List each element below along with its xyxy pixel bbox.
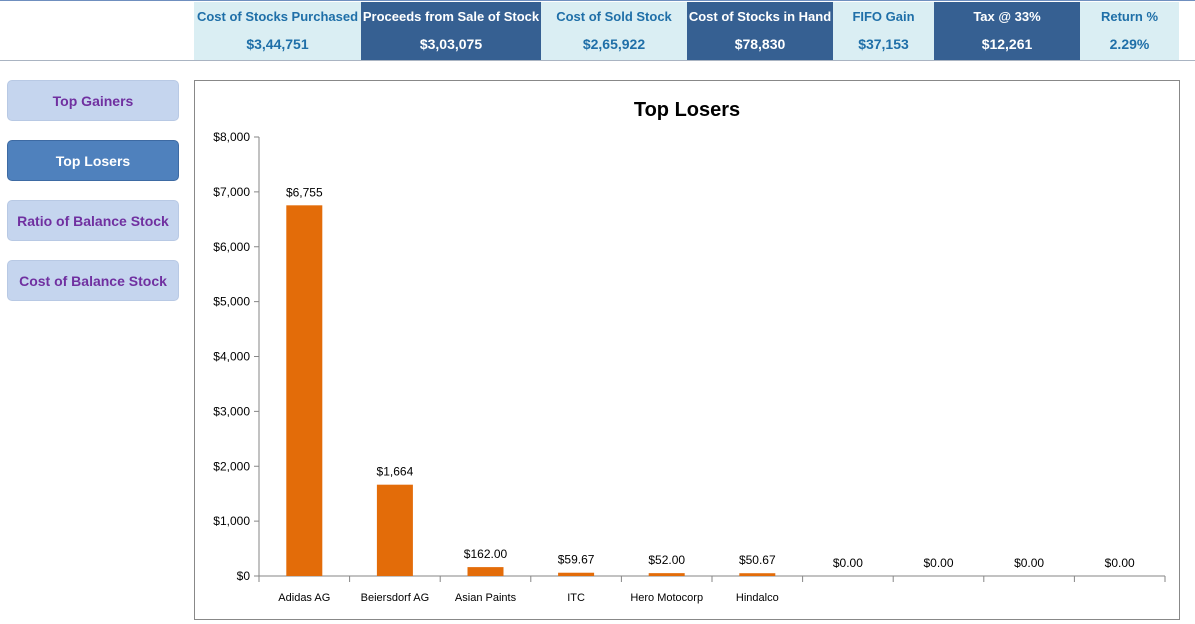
kpi-label: Proceeds from Sale of Stock bbox=[362, 8, 540, 24]
kpi-strip: Cost of Stocks Purchased $3,44,751 Proce… bbox=[194, 2, 1179, 60]
data-label: $6,755 bbox=[286, 185, 323, 199]
y-tick-label: $1,000 bbox=[213, 514, 250, 528]
data-label: $52.00 bbox=[648, 553, 685, 567]
y-tick-label: $3,000 bbox=[213, 404, 250, 418]
header-top-rule bbox=[0, 0, 1195, 1]
x-category-label: Beiersdorf AG bbox=[361, 592, 429, 604]
y-tick-label: $6,000 bbox=[213, 240, 250, 254]
y-tick-label: $8,000 bbox=[213, 130, 250, 144]
x-category-label: Adidas AG bbox=[278, 592, 330, 604]
kpi-label: Return % bbox=[1100, 8, 1159, 24]
kpi-value: $12,261 bbox=[981, 35, 1033, 52]
kpi-cost-in-hand: Cost of Stocks in Hand $78,830 bbox=[687, 2, 833, 60]
cost-balance-stock-button[interactable]: Cost of Balance Stock bbox=[7, 260, 179, 301]
top-losers-button[interactable]: Top Losers bbox=[7, 140, 179, 181]
x-category-label: Asian Paints bbox=[455, 592, 517, 604]
chart-area[interactable]: Top Losers $0 $1,000 $2,000 $3,000 $4,000 $5,… bbox=[194, 80, 1180, 620]
x-category-label: ITC bbox=[567, 592, 585, 604]
bar bbox=[739, 573, 776, 576]
kpi-value: 2.29% bbox=[1109, 35, 1150, 52]
bar bbox=[467, 567, 504, 576]
kpi-cost-purchased: Cost of Stocks Purchased $3,44,751 bbox=[194, 2, 361, 60]
x-category-label: Hindalco bbox=[736, 592, 779, 604]
kpi-fifo-gain: FIFO Gain $37,153 bbox=[833, 2, 934, 60]
kpi-label: Cost of Stocks in Hand bbox=[688, 8, 832, 24]
kpi-value: $2,65,922 bbox=[582, 35, 646, 52]
kpi-cost-sold: Cost of Sold Stock $2,65,922 bbox=[541, 2, 687, 60]
y-tick-label: $5,000 bbox=[213, 295, 250, 309]
y-tick-label: $0 bbox=[237, 569, 251, 583]
kpi-tax: Tax @ 33% $12,261 bbox=[934, 2, 1080, 60]
kpi-value: $78,830 bbox=[734, 35, 786, 52]
y-tick-label: $4,000 bbox=[213, 350, 250, 364]
kpi-value: $3,44,751 bbox=[246, 35, 309, 52]
kpi-value: $3,03,075 bbox=[419, 35, 483, 52]
bar bbox=[648, 573, 685, 576]
data-label: $59.67 bbox=[558, 553, 595, 567]
data-label: $1,664 bbox=[377, 465, 414, 479]
ratio-balance-stock-button[interactable]: Ratio of Balance Stock bbox=[7, 200, 179, 241]
kpi-return: Return % 2.29% bbox=[1080, 2, 1179, 60]
data-label: $0.00 bbox=[1105, 556, 1135, 570]
kpi-label: FIFO Gain bbox=[852, 8, 915, 24]
top-losers-bar-chart: $0 $1,000 $2,000 $3,000 $4,000 $5,000 $6,000 $7… bbox=[213, 130, 1166, 604]
data-label: $0.00 bbox=[833, 556, 863, 570]
bar bbox=[376, 484, 413, 576]
header-bottom-rule bbox=[0, 60, 1195, 61]
kpi-label: Cost of Sold Stock bbox=[556, 8, 672, 24]
top-gainers-button[interactable]: Top Gainers bbox=[7, 80, 179, 121]
bar bbox=[558, 572, 595, 576]
kpi-label: Tax @ 33% bbox=[973, 8, 1041, 24]
data-label: $0.00 bbox=[923, 556, 953, 570]
x-category-label: Hero Motocorp bbox=[630, 592, 703, 604]
y-tick-label: $7,000 bbox=[213, 185, 250, 199]
data-label: $50.67 bbox=[739, 553, 776, 567]
bar bbox=[286, 205, 323, 576]
chart-title: Top Losers bbox=[633, 99, 741, 121]
kpi-sale-proceeds: Proceeds from Sale of Stock $3,03,075 bbox=[361, 2, 541, 60]
kpi-value: $37,153 bbox=[858, 35, 909, 52]
y-tick-label: $2,000 bbox=[213, 459, 250, 473]
data-label: $162.00 bbox=[464, 547, 508, 561]
data-label: $0.00 bbox=[1014, 556, 1044, 570]
kpi-label: Cost of Stocks Purchased bbox=[196, 8, 359, 24]
